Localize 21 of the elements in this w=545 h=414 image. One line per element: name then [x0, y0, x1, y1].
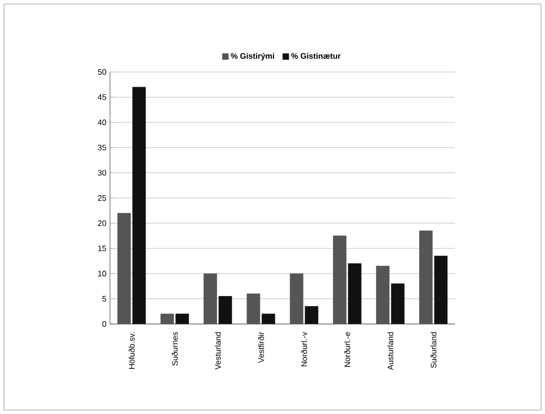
y-tick-label: 25 [98, 195, 106, 201]
legend-label: % Gistirými [230, 52, 274, 60]
y-tick-label: 45 [98, 94, 106, 100]
x-tick-label: Norðurl.-e [344, 332, 350, 367]
y-tick-label: 0 [102, 321, 106, 327]
y-tick-label: 10 [98, 270, 106, 276]
y-tick-label: 5 [102, 296, 106, 302]
y-tick-label: 30 [98, 170, 106, 176]
legend-label: % Gistinætur [291, 52, 341, 59]
y-tick-label: 40 [98, 120, 106, 126]
y-tick-label: 35 [98, 144, 106, 150]
x-tick-label: Suðurnes [172, 332, 178, 366]
y-tick-label: 20 [98, 220, 106, 226]
x-tick-label: Suðurland [430, 332, 436, 368]
y-tick-label: 15 [98, 246, 106, 252]
x-tick-label: Höfuðb.sv. [128, 332, 135, 369]
x-tick-label: Austurland [387, 332, 394, 370]
y-tick-label: 50 [98, 69, 106, 75]
x-tick-label: Vestfirðir [258, 332, 264, 363]
x-tick-label: Norðurl.-v [301, 332, 308, 366]
x-tick-label: Vesturland [214, 332, 221, 370]
